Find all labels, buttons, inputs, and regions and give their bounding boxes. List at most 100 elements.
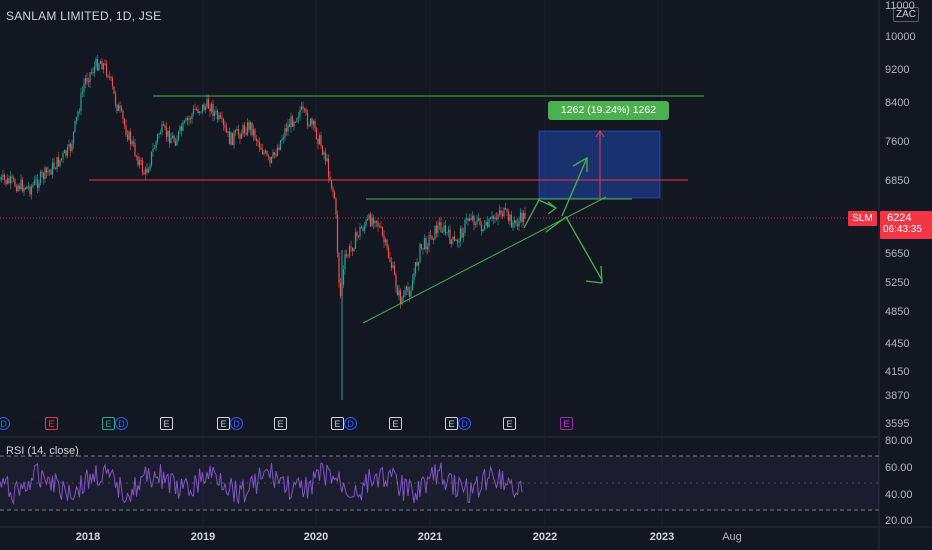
candle-body bbox=[414, 262, 417, 274]
candle-body bbox=[488, 219, 490, 227]
candle-body bbox=[405, 286, 408, 290]
candle-body bbox=[242, 125, 244, 134]
dividend-marker[interactable]: D bbox=[344, 417, 357, 430]
candle-body bbox=[174, 141, 177, 146]
earnings-marker[interactable]: E bbox=[217, 417, 230, 430]
candle-body bbox=[513, 220, 516, 223]
candle-body bbox=[42, 173, 45, 180]
candle-body bbox=[336, 214, 339, 253]
candle-body bbox=[144, 168, 147, 175]
currency-badge[interactable]: ZAC bbox=[893, 7, 919, 22]
candle-body bbox=[417, 262, 420, 266]
candle-body bbox=[492, 216, 495, 219]
candle-body bbox=[194, 108, 196, 110]
earnings-marker[interactable]: E bbox=[274, 417, 287, 430]
chart-title[interactable]: SANLAM LIMITED, 1D, JSE bbox=[6, 9, 162, 23]
candle-body bbox=[420, 243, 423, 249]
dividend-marker[interactable]: D bbox=[0, 417, 10, 430]
candle-body bbox=[78, 111, 81, 113]
candle-body bbox=[180, 126, 183, 131]
price-tick: 4850 bbox=[885, 306, 910, 318]
candle-body bbox=[264, 151, 267, 153]
candle-body bbox=[498, 210, 501, 215]
earnings-marker[interactable]: E bbox=[503, 417, 516, 430]
earnings-marker[interactable]: E bbox=[331, 417, 344, 430]
candle-body bbox=[365, 220, 367, 227]
earnings-marker[interactable]: E bbox=[445, 417, 458, 430]
candle-body bbox=[317, 138, 319, 145]
candle-body bbox=[183, 120, 186, 123]
candle-body bbox=[195, 109, 198, 111]
candle-body bbox=[362, 228, 364, 231]
candle-body bbox=[249, 122, 252, 130]
earnings-marker[interactable]: E bbox=[160, 417, 173, 430]
candle-body bbox=[83, 84, 85, 92]
price-tick: 10000 bbox=[885, 31, 916, 43]
candle-body bbox=[218, 115, 220, 120]
earnings-marker[interactable]: E bbox=[560, 417, 573, 430]
candle-body bbox=[47, 171, 49, 173]
candle-body bbox=[36, 179, 39, 188]
dividend-marker[interactable]: D bbox=[115, 417, 128, 430]
candle-body bbox=[69, 144, 72, 152]
candle-body bbox=[135, 155, 138, 157]
candle-body bbox=[99, 61, 102, 64]
rsi-line bbox=[0, 462, 523, 506]
rsi-title[interactable]: RSI (14, close) bbox=[6, 445, 79, 457]
candle-body bbox=[254, 129, 256, 139]
candle-body bbox=[123, 119, 126, 126]
candle-body bbox=[378, 226, 381, 228]
candle-body bbox=[342, 269, 345, 285]
candle-body bbox=[176, 139, 178, 146]
candle-body bbox=[210, 103, 213, 112]
candle-body bbox=[21, 179, 24, 192]
candle-body bbox=[207, 99, 210, 109]
candle-body bbox=[62, 153, 64, 159]
candle-body bbox=[107, 75, 109, 77]
earnings-marker[interactable]: E bbox=[45, 417, 58, 430]
candle-body bbox=[284, 127, 286, 138]
candle-body bbox=[197, 109, 199, 113]
candle-body bbox=[156, 134, 159, 142]
candle-body bbox=[227, 131, 229, 133]
bar-countdown: 06:43:35 bbox=[883, 224, 922, 235]
candle-body bbox=[179, 126, 181, 132]
candle-body bbox=[302, 106, 304, 109]
candle-body bbox=[39, 171, 42, 184]
candle-body bbox=[185, 118, 187, 121]
candle-body bbox=[452, 236, 454, 240]
candle-body bbox=[404, 289, 406, 296]
candle-body bbox=[408, 291, 411, 297]
candle-body bbox=[308, 125, 310, 127]
candle-body bbox=[459, 228, 462, 242]
candle-body bbox=[35, 179, 37, 181]
earnings-marker[interactable]: E bbox=[389, 417, 402, 430]
candle-body bbox=[474, 224, 477, 225]
candle-body bbox=[143, 172, 145, 175]
time-tick: 2020 bbox=[303, 531, 329, 543]
candle-body bbox=[371, 217, 373, 226]
candle-body bbox=[521, 212, 523, 223]
candle-body bbox=[344, 254, 346, 270]
candle-body bbox=[440, 222, 442, 233]
candle-body bbox=[411, 280, 414, 291]
candle-body bbox=[15, 186, 18, 192]
candle-body bbox=[30, 186, 33, 195]
candle-body bbox=[255, 138, 258, 141]
candle-body bbox=[170, 138, 172, 144]
candle-body bbox=[26, 186, 28, 189]
candle-body bbox=[320, 135, 322, 147]
dividend-marker[interactable]: D bbox=[458, 417, 471, 430]
dividend-marker[interactable]: D bbox=[230, 417, 243, 430]
candle-body bbox=[501, 213, 504, 217]
price-tick: 6850 bbox=[885, 175, 910, 187]
price-tick: 5650 bbox=[885, 248, 910, 260]
measure-label[interactable]: 1262 (19.24%) 1262 bbox=[548, 101, 669, 120]
time-tick: 2023 bbox=[649, 531, 675, 543]
candle-body bbox=[17, 185, 19, 192]
candle-body bbox=[288, 124, 291, 127]
candle-body bbox=[506, 209, 508, 212]
earnings-marker[interactable]: E bbox=[102, 417, 115, 430]
candle-body bbox=[399, 290, 402, 305]
